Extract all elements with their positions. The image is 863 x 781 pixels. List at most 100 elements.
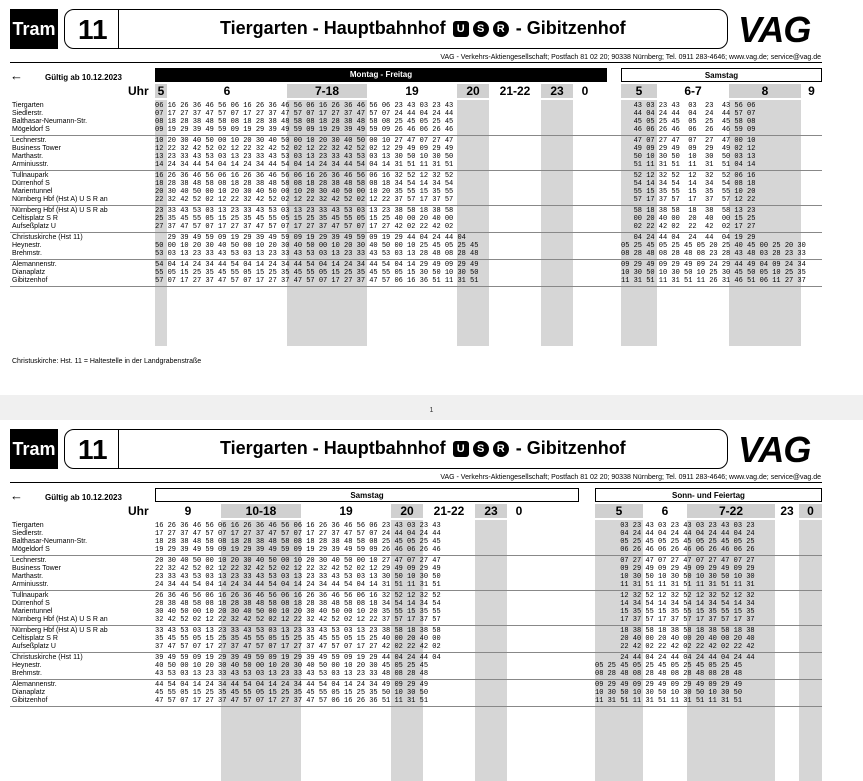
- departure-row: 05 25 45 05 25 45 05 25 45 05 25: [595, 538, 755, 546]
- stop-name: Arminiusstr.: [12, 161, 49, 168]
- stop-name: Aufseßplatz U: [12, 223, 56, 230]
- departure-row: 03 23 43 03 23 43 03 23 43 03 23: [595, 522, 755, 530]
- stop-name: Balthasar-Neumann-Str.: [12, 538, 88, 545]
- departure-row: 15 35 55 15 35 55 15 35 55 15 35: [595, 608, 755, 616]
- departure-row: 08 28 48 08 28 48 08 28 48 08 28 48: [595, 670, 743, 678]
- hour-cell: 21-22: [433, 504, 465, 518]
- stop-name: Alemannenstr.: [12, 681, 57, 688]
- departure-row: 49 09 29 49 09 29 49 02 12: [621, 145, 756, 153]
- departure-row: 28 38 48 58 08 18 28 38 48 58 08 18 28 3…: [155, 600, 441, 608]
- hour-cell: 6-7: [684, 84, 702, 98]
- hour-cell: 9: [808, 84, 815, 98]
- departure-times-left: 20 30 40 50 00 10 20 30 40 50 00 10 20 3…: [155, 557, 441, 589]
- hour-cell: 0: [581, 84, 589, 98]
- departure-row: 13 23 33 43 53 03 13 23 33 43 53 03 13 2…: [155, 153, 454, 161]
- page-number: 1: [429, 407, 434, 414]
- stop-name: Tiergarten: [12, 102, 44, 109]
- hour-cell: 5: [595, 504, 643, 518]
- departure-times-right: 18 38 58 18 38 58 18 38 58 18 38 20 40 0…: [595, 627, 755, 651]
- stop-name: Balthasar-Neumann-Str.: [12, 118, 88, 125]
- stop-name: Lechnerstr.: [12, 137, 47, 144]
- u-bahn-icon: U: [452, 441, 469, 458]
- regional-train-icon: R: [492, 441, 509, 458]
- tram-badge: Tram: [10, 9, 58, 49]
- header-box: [64, 429, 728, 469]
- hour-cell: 19: [339, 504, 353, 518]
- stop-name: Heynestr.: [12, 662, 42, 669]
- stop-group: Tullnaupark Dürrenhof S Marientunnel Nürnbe…: [12, 592, 108, 624]
- hour-cell: 8: [729, 84, 801, 98]
- shade-column: [621, 100, 657, 346]
- hour-cell: 23: [780, 504, 794, 518]
- hour-cell: 7-22: [687, 504, 775, 518]
- departure-times-right: 12 32 52 12 32 52 12 32 52 12 32 14 34 5…: [595, 592, 755, 624]
- hour-header-left: 9 10-18 19 20 21-22 23 0: [155, 504, 531, 518]
- departure-row: 09 29 49 09 29 49 09 29 49 09 29: [595, 565, 755, 573]
- stop-group: Alemannenstr. Dianaplatz Gibitzenhof: [12, 681, 57, 705]
- departure-row: 10 30 50 10 30 50 10 30 50 10 30: [595, 573, 755, 581]
- departure-row: 20 30 40 50 00 10 20 30 40 50 00 10 20 3…: [155, 557, 441, 565]
- departure-row: 05 25 45 05 25 45 05 25 45 05 25 45: [595, 662, 743, 670]
- stop-name: Christuskirche (Hst 11): [12, 654, 83, 661]
- hour-label: Uhr: [128, 84, 149, 98]
- stop-name: Marthastr.: [12, 573, 44, 580]
- header-divider: [118, 9, 119, 49]
- departure-row: 12 32 52 12 32 52 12 32 52 12 32: [595, 592, 755, 600]
- departure-times-left: 06 16 26 36 46 56 06 16 26 36 46 56 06 1…: [155, 102, 453, 134]
- departure-row: 24 44 04 24 44 04 24 44 04 24 44: [595, 654, 755, 662]
- hour-header-right: 5 6-7 8 9: [621, 84, 822, 98]
- departure-row: 58 18 38 58 18 38 58 13 23: [621, 207, 756, 215]
- hour-cell: 19: [405, 84, 419, 98]
- company-info: VAG - Verkehrs-Aktiengesellschaft; Postf…: [440, 474, 821, 481]
- departure-times-left: 54 04 14 24 34 44 54 04 14 24 34 44 54 0…: [155, 261, 478, 285]
- departure-row: 18 28 38 48 58 08 18 28 38 48 58 08 18 2…: [155, 180, 454, 188]
- header-divider: [118, 429, 119, 469]
- departure-row: 55 15 35 55 15 35 55 10 20: [621, 188, 756, 196]
- stop-group: Tiergarten Siedlerstr. Balthasar-Neumann-S…: [12, 102, 87, 134]
- stop-name: Dürrenhof S: [12, 600, 50, 607]
- departure-times-left: 23 33 43 53 03 13 23 33 43 53 03 13 23 3…: [155, 207, 453, 231]
- stop-name: Alemannenstr.: [12, 261, 57, 268]
- shade-column: [541, 100, 573, 346]
- departure-times-right: 47 07 27 47 07 27 47 00 10 49 09 29 49 0…: [621, 137, 756, 169]
- departure-times-right: 09 29 49 09 29 49 09 29 49 09 29 49 10 30…: [595, 681, 742, 705]
- route-title-start: Tiergarten - Hauptbahnhof: [220, 18, 446, 38]
- hour-cell: 5: [155, 84, 167, 98]
- shade-column: [595, 520, 643, 781]
- arrow-left-icon: ←: [10, 488, 23, 503]
- departure-row: 55 05 15 25 35 45 55 05 15 25 35 45 55 0…: [155, 269, 479, 277]
- departure-row: 22 42 02 22 42 02 22 42 02 22 42: [595, 643, 755, 651]
- departure-times-left: 26 36 46 56 06 16 26 36 46 56 06 16 26 3…: [155, 592, 441, 624]
- stop-group: Nürnberg Hbf (Hst A) U S R ab Celtisplatz…: [12, 627, 108, 651]
- stop-group: Lechnerstr. Business Tower Marthastr. Armin…: [12, 557, 61, 589]
- departure-row: 09 29 49 09 29 49 09 29 49 09 29 49: [595, 681, 743, 689]
- departure-row: 23 33 43 53 03 13 23 33 43 53 03 13 23 3…: [155, 573, 441, 581]
- hour-label: Uhr: [128, 504, 149, 518]
- departure-row: 16 26 36 46 56 06 16 26 36 46 56 06 16 2…: [155, 172, 454, 180]
- hour-cell: 7-18: [287, 84, 367, 98]
- day-header-saturday: Samstag: [621, 68, 822, 82]
- group-separator: [10, 205, 822, 206]
- shade-column: [729, 100, 801, 346]
- departure-times-left: 29 39 49 59 09 19 29 39 49 59 09 19 29 3…: [155, 234, 478, 258]
- departure-row: 04 24 44 04 24 44 04 24 44 04 24: [595, 530, 755, 538]
- stop-group: Christuskirche (Hst 11) Heynestr. Brehmstr…: [12, 234, 83, 258]
- hour-header-left: 5 6 7-18 19 20 21-22 23 0: [155, 84, 597, 98]
- departure-row: 33 43 53 03 13 23 33 43 53 03 13 23 33 4…: [155, 627, 441, 635]
- departure-row: 22 32 42 52 02 12 22 32 42 52 02 12 22 3…: [155, 196, 454, 204]
- hour-cell: 0: [799, 504, 822, 518]
- departure-row: 24 34 44 54 04 14 24 34 44 54 04 14 24 3…: [155, 581, 441, 589]
- hour-cell: 6: [223, 84, 231, 98]
- stop-name: Siedlerstr.: [12, 530, 44, 537]
- validity: ← Gültig ab 10.12.2023: [10, 488, 122, 503]
- departure-row: 10 20 30 40 50 00 10 20 30 40 50 00 10 2…: [155, 137, 454, 145]
- footnote: Christuskirche: Hst. 11 = Haltestelle in…: [12, 358, 202, 365]
- group-separator: [10, 286, 822, 287]
- departure-row: 23 33 43 53 03 13 23 33 43 53 03 13 23 3…: [155, 207, 454, 215]
- stop-name: Nürnberg Hbf (Hst A) U S R an: [12, 616, 108, 623]
- stop-name: Mögeldorf S: [12, 126, 50, 133]
- departure-times-left: 33 43 53 03 13 23 33 43 53 03 13 23 33 4…: [155, 627, 441, 651]
- departure-row: 17 37 57 17 37 57 17 37 57 17 37: [595, 616, 755, 624]
